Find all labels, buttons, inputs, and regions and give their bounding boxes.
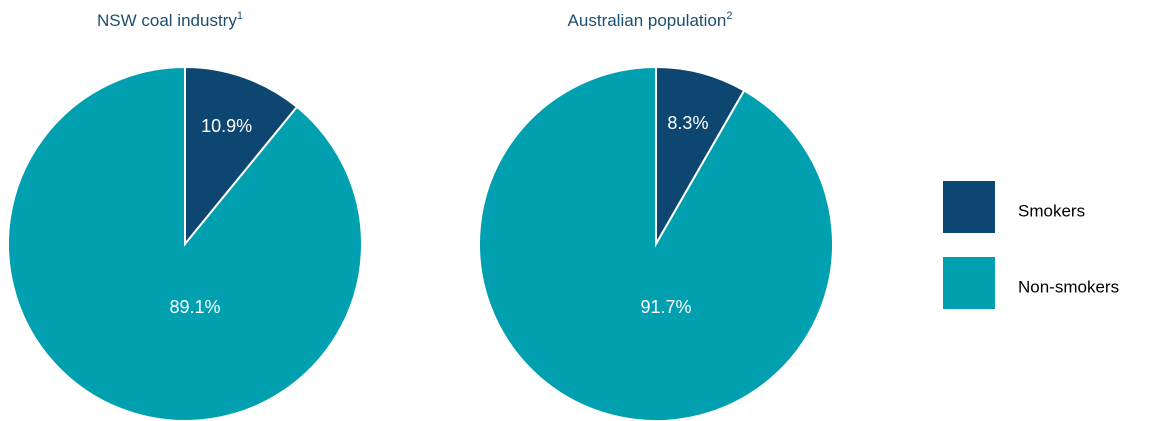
title-text: NSW coal industry [97, 11, 237, 30]
pie-slice [184, 65, 299, 247]
legend-swatch [943, 181, 995, 233]
legend-label: Non-smokers [1018, 277, 1119, 296]
title-superscript: 1 [237, 10, 243, 22]
slice-label: 91.7% [640, 297, 691, 317]
chart-title: Australian population2 [568, 10, 733, 31]
pie-slice [478, 65, 834, 421]
pie-slice [7, 65, 363, 421]
chart-title: NSW coal industry1 [97, 10, 243, 31]
legend-label: Smokers [1018, 201, 1085, 220]
title-superscript: 2 [726, 10, 732, 22]
slice-label: 10.9% [201, 116, 252, 136]
legend-swatch [943, 257, 995, 309]
slice-label: 8.3% [667, 113, 708, 133]
slice-label: 89.1% [169, 297, 220, 317]
pie-slice [655, 65, 746, 248]
title-text: Australian population [568, 11, 727, 30]
